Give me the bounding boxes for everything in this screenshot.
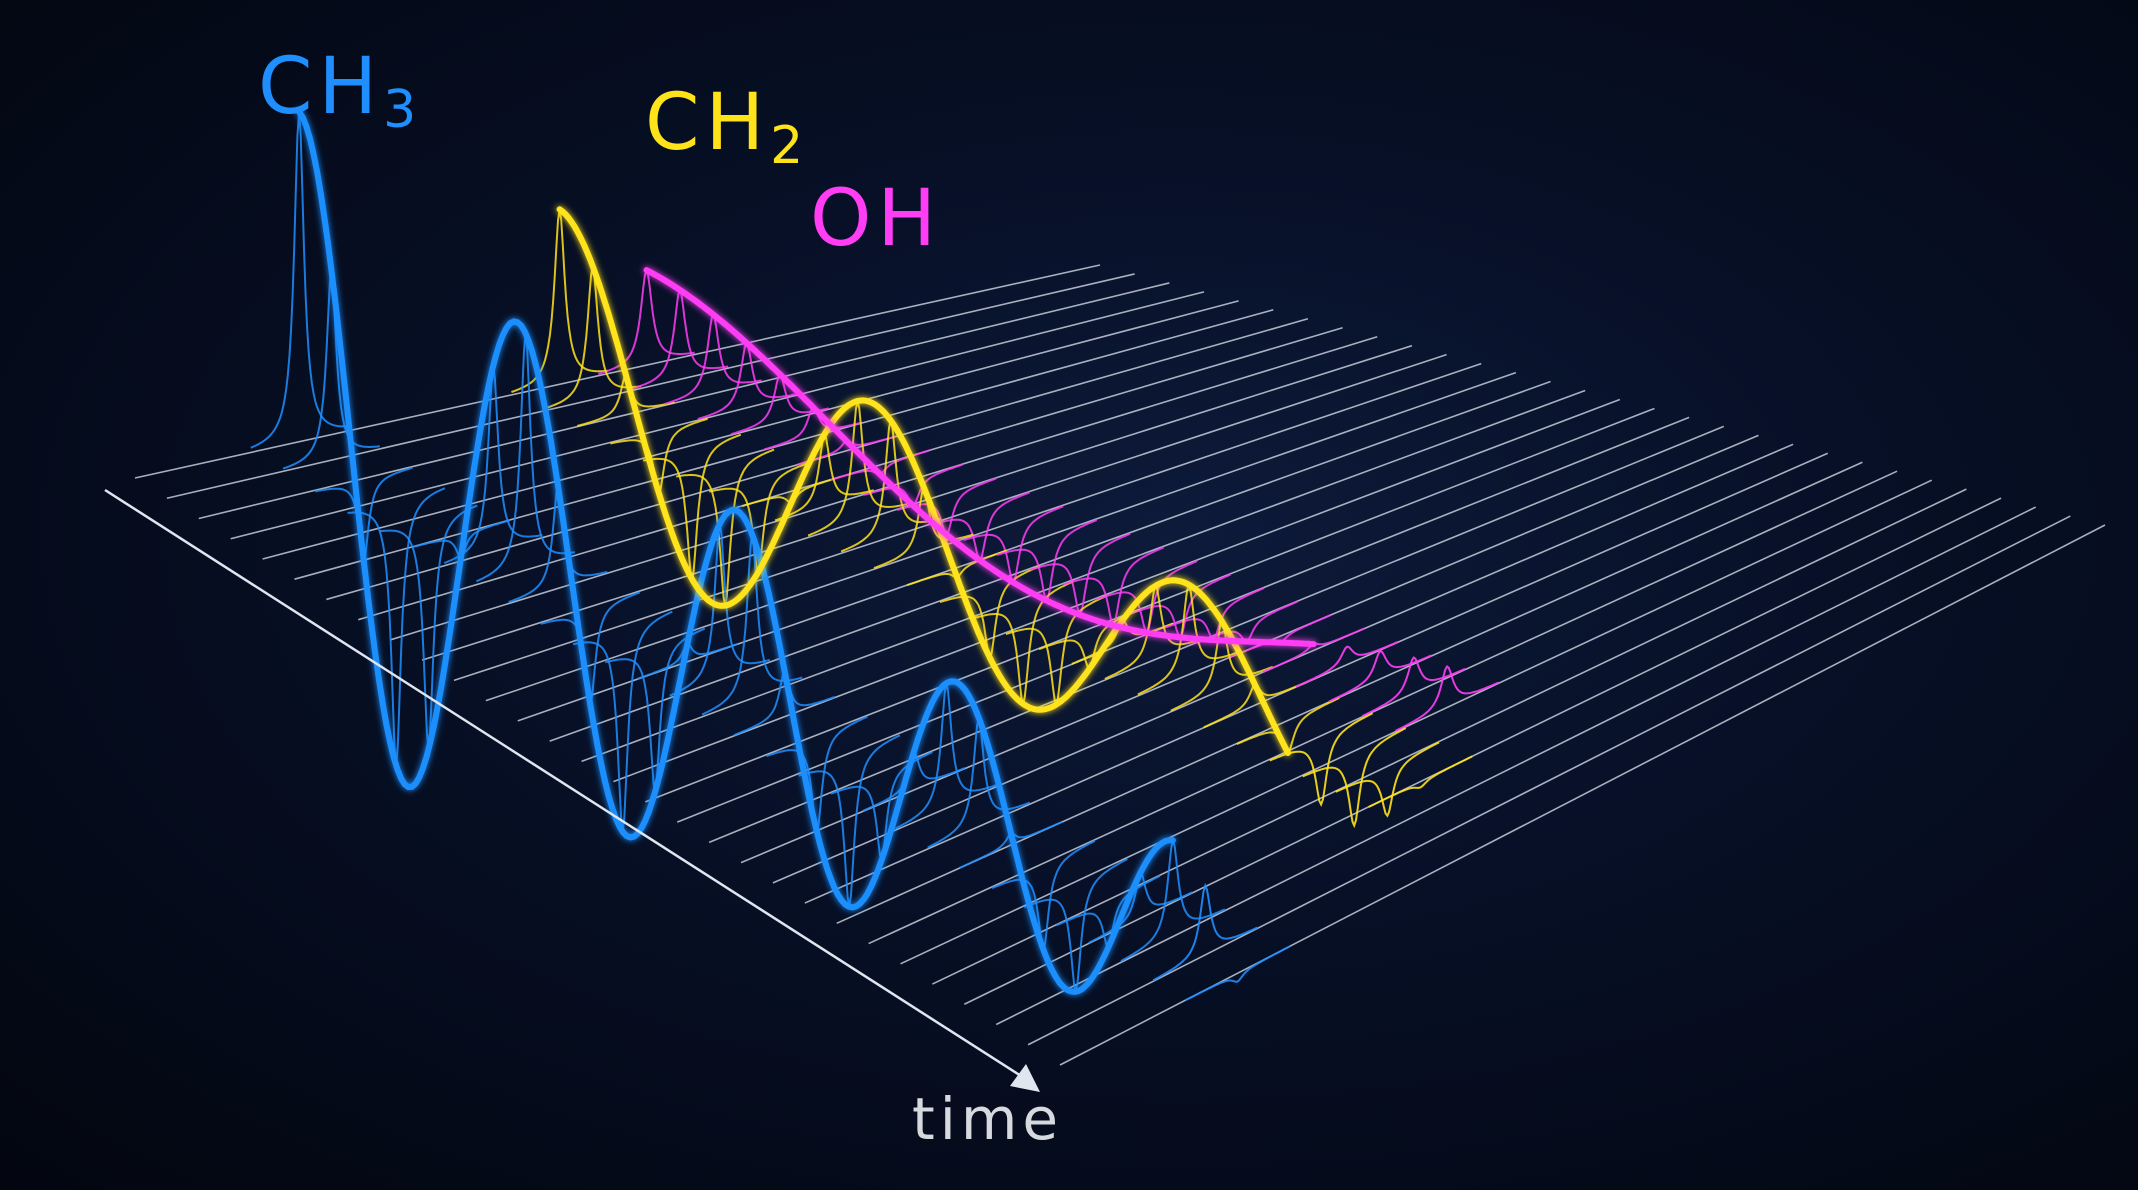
baseline-line xyxy=(421,344,1413,661)
oh-label-main: OH xyxy=(810,174,943,264)
baseline-line xyxy=(645,407,1655,803)
baseline-line xyxy=(900,479,1933,965)
baseline-line xyxy=(613,398,1621,783)
baseline-line xyxy=(198,282,1170,520)
baseline-line xyxy=(549,380,1551,742)
ch2-spectrum-trace xyxy=(511,209,608,393)
ch2-label: CH2 xyxy=(645,84,803,172)
arrow-head-icon xyxy=(1010,1064,1040,1092)
baseline-grid xyxy=(134,264,2106,1066)
oh-spectrum-trace xyxy=(1361,656,1466,718)
oh-spectrum-trace xyxy=(963,505,1064,585)
ch3-spectrum-trace xyxy=(991,839,1096,954)
oh-label: OH xyxy=(810,180,942,258)
baseline-line xyxy=(1059,524,2106,1066)
ch3-spectrum-trace xyxy=(830,751,933,864)
baseline-line xyxy=(963,497,2002,1005)
baseline-line xyxy=(166,273,1135,500)
ch2-spectrum-trace xyxy=(1170,618,1274,712)
ch2-envelope-curve xyxy=(556,206,1291,756)
ch2-spectrum-trace xyxy=(1368,755,1473,808)
baseline-line xyxy=(134,264,1101,479)
ch3-spectrum-trace xyxy=(1184,945,1291,1002)
baseline-line xyxy=(485,362,1482,702)
ch2-spectrum-trace xyxy=(1335,741,1440,818)
ch3-spectrum-trace xyxy=(927,717,1031,849)
oh-spectrum-trace xyxy=(631,286,729,390)
ch3-spectrum-trace xyxy=(766,715,868,833)
envelope-group xyxy=(296,108,1317,995)
baseline-line xyxy=(932,488,1967,985)
baseline-line xyxy=(836,461,1863,925)
ch3-label-main: CH xyxy=(258,42,384,132)
oh-spectrum-trace xyxy=(1328,649,1432,703)
baseline-line xyxy=(453,353,1447,682)
oh-spectrum-trace xyxy=(996,519,1098,603)
baseline-line xyxy=(868,470,1898,945)
baseline-line xyxy=(294,309,1274,580)
time-axis-line xyxy=(104,488,1033,1085)
oh-envelope-curve xyxy=(643,267,1317,648)
oh-spectrum-trace xyxy=(1395,664,1500,732)
ch3-envelope-curve xyxy=(296,108,1176,995)
ch3-label: CH3 xyxy=(258,48,416,136)
time-axis-label: time xyxy=(912,1085,1064,1153)
baseline-line xyxy=(995,506,2037,1026)
ch2-label-subscript: 2 xyxy=(770,116,804,176)
time-axis xyxy=(104,488,1040,1092)
ch2-spectrum-trace xyxy=(1302,727,1407,829)
baseline-line xyxy=(230,291,1205,540)
baseline-line xyxy=(262,300,1239,560)
ch3-spectrum-trace xyxy=(605,627,706,793)
oh-spectrum-trace xyxy=(664,311,762,405)
ch3-spectrum-trace xyxy=(1152,882,1258,982)
baseline-line xyxy=(581,389,1586,763)
baseline-line xyxy=(1027,515,2071,1046)
ch2-label-main: CH xyxy=(645,78,771,168)
ch2-spectrum-trace xyxy=(1269,712,1374,808)
ch3-label-subscript: 3 xyxy=(383,80,417,140)
oh-spectrum-trace xyxy=(1295,640,1399,688)
ch3-spectrum-trace xyxy=(282,269,380,470)
